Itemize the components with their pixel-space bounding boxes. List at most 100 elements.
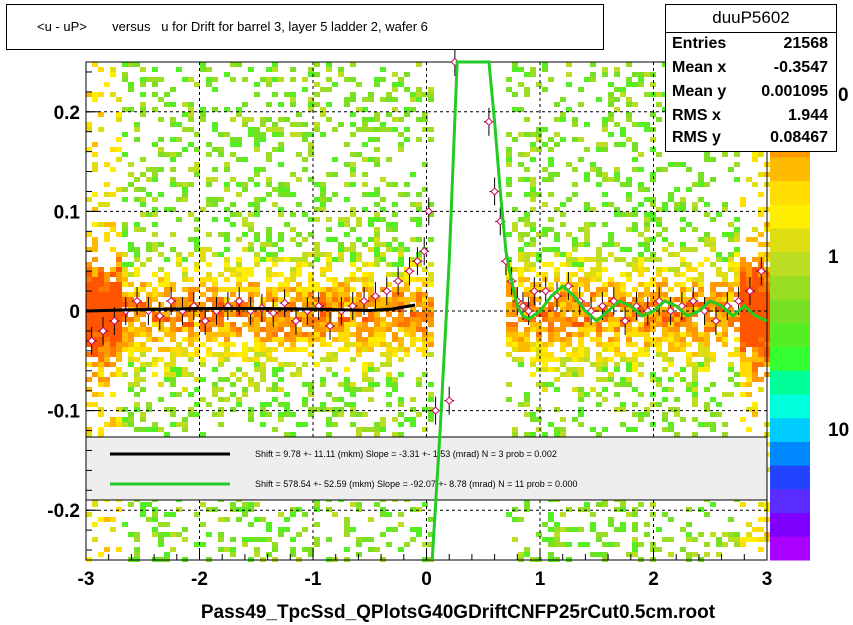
heatmap-cell — [632, 312, 638, 317]
heatmap-cell — [530, 237, 536, 242]
heatmap-cell — [308, 177, 314, 182]
heatmap-cell — [152, 167, 158, 172]
heatmap-cell — [272, 62, 278, 67]
heatmap-cell — [260, 347, 266, 352]
heatmap-cell — [416, 412, 422, 417]
heatmap-cell — [218, 197, 224, 202]
heatmap-cell — [578, 527, 584, 532]
heatmap-cell — [290, 347, 296, 352]
heatmap-cell — [506, 177, 512, 182]
heatmap-cell — [530, 252, 536, 257]
heatmap-cell — [632, 522, 638, 527]
heatmap-cell — [380, 177, 386, 182]
heatmap-cell — [278, 247, 284, 252]
heatmap-cell — [584, 242, 590, 247]
heatmap-cell — [656, 322, 662, 327]
heatmap-cell — [668, 427, 674, 432]
heatmap-cell — [344, 162, 350, 167]
heatmap-cell — [584, 352, 590, 357]
heatmap-cell — [410, 537, 416, 542]
heatmap-cell — [548, 217, 554, 222]
heatmap-cell — [560, 342, 566, 347]
heatmap-cell — [326, 417, 332, 422]
heatmap-cell — [320, 112, 326, 117]
heatmap-cell — [704, 152, 710, 157]
heatmap-cell — [416, 217, 422, 222]
heatmap-cell — [290, 362, 296, 367]
heatmap-cell — [386, 362, 392, 367]
heatmap-cell — [230, 537, 236, 542]
heatmap-cell — [584, 177, 590, 182]
heatmap-cell — [152, 107, 158, 112]
heatmap-cell — [374, 117, 380, 122]
heatmap-cell — [116, 507, 122, 512]
heatmap-cell — [224, 162, 230, 167]
heatmap-cell — [230, 392, 236, 397]
heatmap-cell — [554, 252, 560, 257]
heatmap-cell — [602, 287, 608, 292]
heatmap-cell — [350, 257, 356, 262]
heatmap-cell — [266, 317, 272, 322]
heatmap-cell — [590, 162, 596, 167]
heatmap-cell — [122, 232, 128, 237]
heatmap-cell — [410, 322, 416, 327]
heatmap-cell — [104, 357, 110, 362]
heatmap-cell — [260, 137, 266, 142]
x-tick-label: 0 — [421, 569, 432, 590]
heatmap-cell — [320, 187, 326, 192]
heatmap-cell — [524, 167, 530, 172]
heatmap-cell — [668, 287, 674, 292]
heatmap-cell — [356, 152, 362, 157]
heatmap-cell — [644, 227, 650, 232]
heatmap-cell — [422, 117, 428, 122]
heatmap-cell — [734, 352, 740, 357]
heatmap-cell — [614, 542, 620, 547]
heatmap-cell — [506, 232, 512, 237]
heatmap-cell — [92, 327, 98, 332]
heatmap-cell — [656, 207, 662, 212]
heatmap-cell — [740, 537, 746, 542]
heatmap-cell — [386, 512, 392, 517]
heatmap-cell — [302, 317, 308, 322]
heatmap-cell — [716, 412, 722, 417]
stats-divider — [666, 32, 836, 33]
heatmap-cell — [398, 292, 404, 297]
x-tick-label: -1 — [305, 569, 322, 590]
heatmap-cell — [752, 322, 758, 327]
heatmap-cell — [716, 542, 722, 547]
heatmap-cell — [176, 312, 182, 317]
heatmap-cell — [416, 222, 422, 227]
heatmap-cell — [368, 262, 374, 267]
heatmap-cell — [374, 382, 380, 387]
heatmap-cell — [650, 327, 656, 332]
heatmap-cell — [680, 307, 686, 312]
heatmap-cell — [338, 287, 344, 292]
heatmap-cell — [668, 357, 674, 362]
heatmap-cell — [338, 252, 344, 257]
heatmap-cell — [542, 202, 548, 207]
heatmap-cell — [320, 297, 326, 302]
heatmap-cell — [230, 407, 236, 412]
heatmap-cell — [572, 317, 578, 322]
heatmap-cell — [134, 272, 140, 277]
heatmap-cell — [398, 262, 404, 267]
heatmap-cell — [230, 382, 236, 387]
heatmap-cell — [86, 302, 92, 307]
heatmap-cell — [668, 362, 674, 367]
heatmap-cell — [302, 312, 308, 317]
heatmap-cell — [680, 342, 686, 347]
heatmap-cell — [314, 337, 320, 342]
heatmap-cell — [278, 142, 284, 147]
x-tick-label: 2 — [648, 569, 659, 590]
heatmap-cell — [290, 537, 296, 542]
heatmap-cell — [704, 332, 710, 337]
heatmap-cell — [518, 282, 524, 287]
heatmap-cell — [626, 367, 632, 372]
color-scale-bin — [770, 512, 810, 537]
heatmap-cell — [290, 322, 296, 327]
heatmap-cell — [524, 132, 530, 137]
heatmap-cell — [290, 512, 296, 517]
heatmap-cell — [368, 302, 374, 307]
heatmap-cell — [386, 272, 392, 277]
heatmap-cell — [530, 357, 536, 362]
